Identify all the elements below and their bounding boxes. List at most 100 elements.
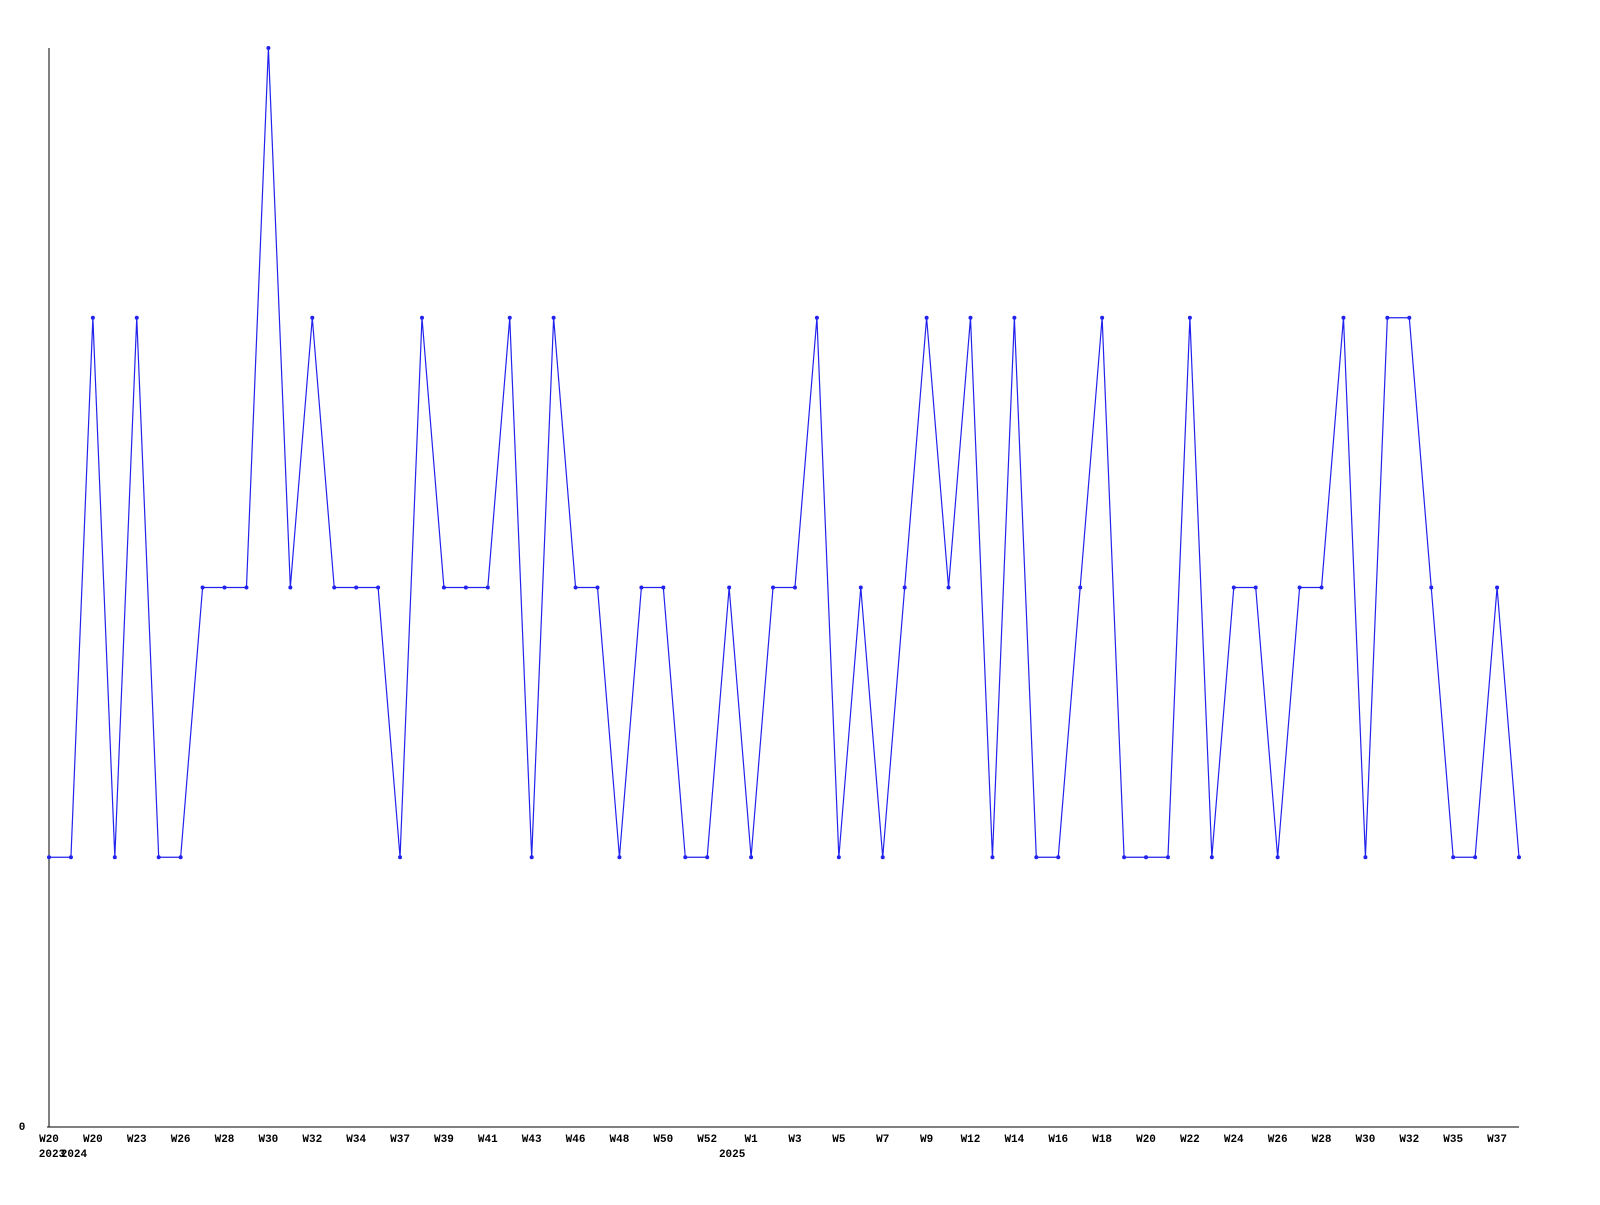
point: [1429, 585, 1434, 590]
point: [705, 855, 710, 860]
x-tick-label: W46: [566, 1134, 586, 1146]
point: [354, 585, 359, 590]
point: [683, 855, 688, 860]
point: [507, 315, 512, 320]
point: [156, 855, 161, 860]
x-tick-label: W5: [832, 1134, 846, 1146]
x-tick-label: W30: [258, 1134, 278, 1146]
point: [902, 585, 907, 590]
point: [1056, 855, 1061, 860]
point: [463, 585, 468, 590]
x-tick-label: W37: [390, 1134, 410, 1146]
point: [1122, 855, 1127, 860]
point: [1495, 585, 1500, 590]
point: [836, 855, 841, 860]
x-tick-label: W50: [653, 1134, 673, 1146]
x-tick-label: W32: [1399, 1134, 1419, 1146]
point: [639, 585, 644, 590]
x-tick-label: W1: [744, 1134, 758, 1146]
x-tick-label: W34: [346, 1134, 366, 1146]
x-tick-label: W41: [478, 1134, 498, 1146]
point: [222, 585, 227, 590]
x-tick-label: W37: [1487, 1134, 1507, 1146]
x-tick-label: W23: [127, 1134, 147, 1146]
x-tick-label: W24: [1224, 1134, 1244, 1146]
x-year-label: 2023: [39, 1149, 66, 1161]
point: [1078, 585, 1083, 590]
point: [1451, 855, 1456, 860]
point: [1187, 315, 1192, 320]
point: [1517, 855, 1521, 860]
point: [68, 855, 73, 860]
point: [419, 315, 424, 320]
x-tick-label: W39: [434, 1134, 454, 1146]
x-tick-label: W35: [1443, 1134, 1463, 1146]
point: [573, 585, 578, 590]
point: [968, 315, 973, 320]
x-tick-label: W26: [1268, 1134, 1288, 1146]
point: [1012, 315, 1017, 320]
point: [47, 855, 51, 860]
x-tick-label: W32: [302, 1134, 322, 1146]
x-tick-label: W26: [171, 1134, 191, 1146]
x-tick-label: W3: [788, 1134, 802, 1146]
x-tick-label: W52: [697, 1134, 717, 1146]
x-tick-label: W20: [39, 1134, 59, 1146]
point: [924, 315, 929, 320]
point: [1100, 315, 1105, 320]
point: [1231, 585, 1236, 590]
point: [90, 315, 95, 320]
x-tick-label: W48: [610, 1134, 630, 1146]
x-tick-label: W28: [215, 1134, 235, 1146]
line: [49, 47, 1520, 858]
point: [1297, 585, 1302, 590]
point: [617, 855, 622, 860]
point: [792, 585, 797, 590]
point: [771, 585, 776, 590]
point: [858, 585, 863, 590]
x-tick-label: W28: [1312, 1134, 1332, 1146]
point: [485, 585, 490, 590]
point: [441, 585, 446, 590]
point: [332, 585, 337, 590]
point: [946, 585, 951, 590]
x-year-label: 2025: [719, 1149, 746, 1161]
point: [661, 585, 666, 590]
x-tick-label: W20: [1136, 1134, 1156, 1146]
y-tick-label: 0: [19, 1122, 26, 1134]
point: [551, 315, 556, 320]
point: [1341, 315, 1346, 320]
point: [310, 315, 315, 320]
x-tick-label: W30: [1356, 1134, 1376, 1146]
point: [1165, 855, 1170, 860]
point: [112, 855, 117, 860]
point: [880, 855, 885, 860]
point: [1209, 855, 1214, 860]
point: [134, 315, 139, 320]
x-tick-label: W7: [876, 1134, 889, 1146]
point: [529, 855, 534, 860]
x-tick-label: W14: [1004, 1134, 1024, 1146]
x-tick-label: W9: [920, 1134, 933, 1146]
point: [178, 855, 183, 860]
point: [244, 585, 249, 590]
point: [1319, 585, 1324, 590]
point: [1253, 585, 1258, 590]
point: [288, 585, 293, 590]
point: [1363, 855, 1368, 860]
point: [266, 46, 271, 50]
x-tick-label: W16: [1048, 1134, 1068, 1146]
point: [727, 585, 732, 590]
x-tick-label: W18: [1092, 1134, 1112, 1146]
point: [814, 315, 819, 320]
point: [1275, 855, 1280, 860]
x-year-label: 2024: [61, 1149, 88, 1161]
x-tick-label: W43: [522, 1134, 542, 1146]
point: [1407, 315, 1412, 320]
x-tick-label: W20: [83, 1134, 103, 1146]
point: [1473, 855, 1478, 860]
point: [749, 855, 754, 860]
point: [1144, 855, 1149, 860]
point: [990, 855, 995, 860]
